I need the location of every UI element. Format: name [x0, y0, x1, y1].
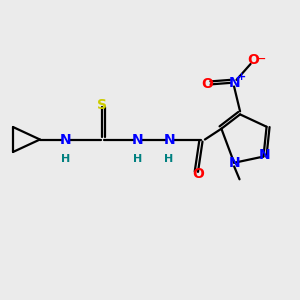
Text: N: N — [60, 133, 72, 146]
Text: H: H — [133, 154, 142, 164]
Text: H: H — [61, 154, 70, 164]
Text: N: N — [164, 133, 175, 146]
Text: N: N — [259, 148, 271, 162]
Text: N: N — [228, 76, 240, 90]
Text: −: − — [257, 54, 266, 64]
Text: N: N — [132, 133, 144, 146]
Text: O: O — [192, 167, 204, 181]
Text: N: N — [228, 156, 240, 170]
Text: +: + — [237, 72, 246, 82]
Text: O: O — [202, 77, 214, 92]
Text: S: S — [97, 98, 107, 112]
Text: O: O — [248, 53, 260, 68]
Text: H: H — [164, 154, 173, 164]
